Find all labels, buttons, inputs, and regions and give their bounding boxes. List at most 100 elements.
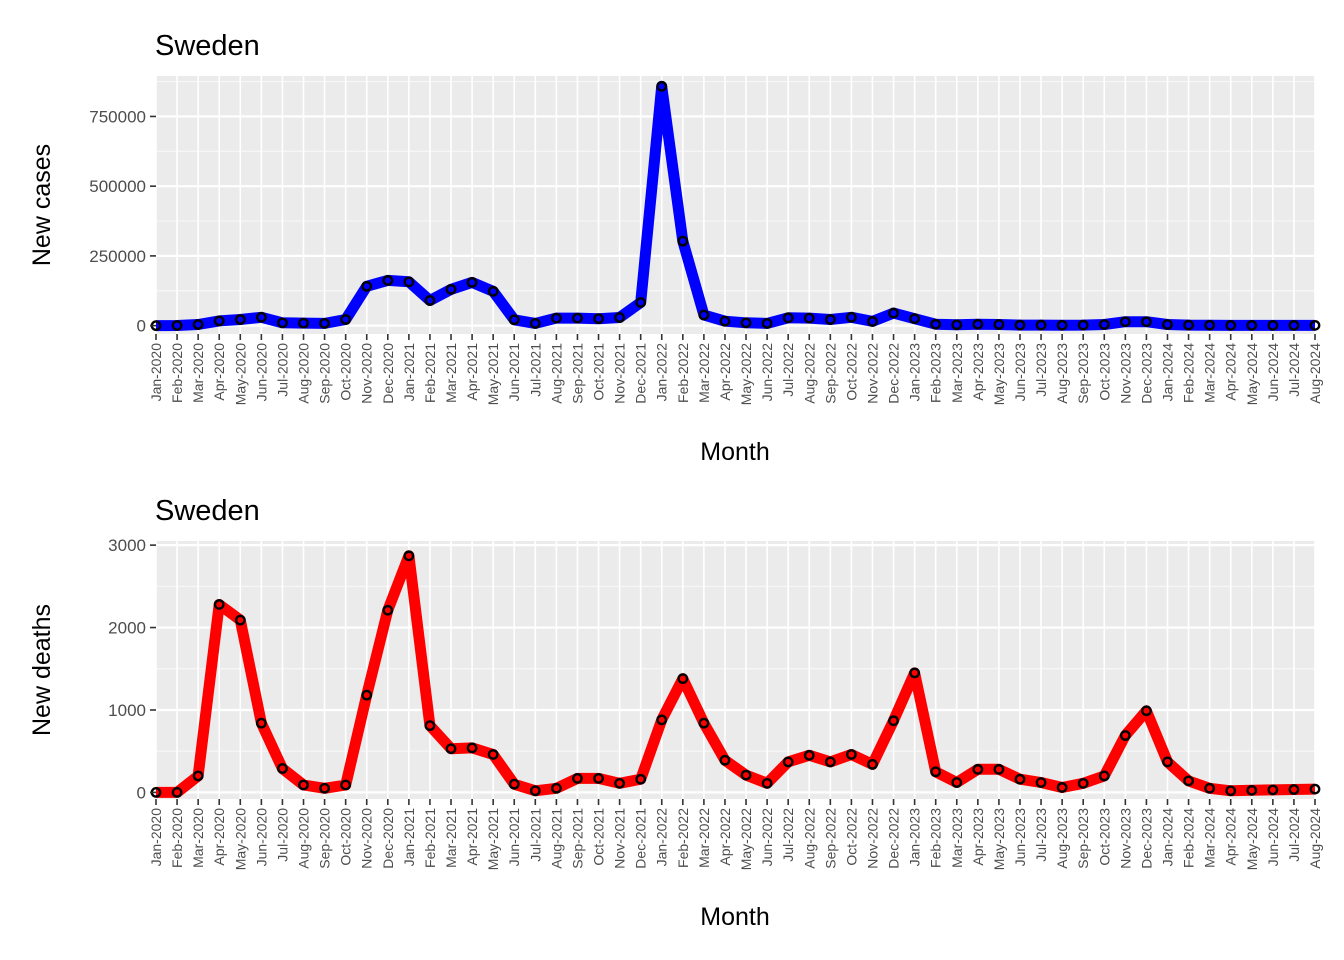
x-tick-label: Mar-2020	[190, 343, 206, 403]
data-point	[319, 782, 330, 794]
x-tick-label: Jan-2021	[401, 343, 417, 402]
x-tick-label: Mar-2022	[696, 343, 712, 403]
data-point	[213, 599, 225, 610]
x-tick-label: Jan-2023	[907, 808, 923, 867]
x-tick-label: Jun-2024	[1265, 343, 1281, 402]
data-point	[972, 763, 984, 775]
x-tick-label: Feb-2024	[1181, 808, 1197, 868]
x-tick-label: Oct-2020	[338, 808, 354, 866]
data-point	[1246, 319, 1258, 331]
x-tick-label: May-2022	[738, 343, 754, 405]
x-tick-label: Oct-2022	[843, 808, 859, 866]
data-point	[424, 720, 436, 732]
x-tick-label: Feb-2023	[928, 808, 944, 868]
data-point	[171, 320, 183, 331]
data-point	[1225, 785, 1237, 797]
data-point	[656, 714, 668, 726]
data-point	[277, 317, 288, 329]
x-tick-label: Aug-2022	[801, 343, 817, 404]
x-tick-label: Nov-2023	[1117, 808, 1133, 869]
x-tick-label: Oct-2022	[843, 343, 859, 401]
x-tick-label: Feb-2022	[675, 343, 691, 403]
series-new-deaths	[150, 550, 1321, 798]
data-point	[635, 773, 647, 785]
x-tick-label: Dec-2022	[886, 343, 902, 404]
x-tick-label: Sep-2021	[569, 808, 585, 869]
x-tick-label: Oct-2021	[591, 808, 607, 866]
data-point	[298, 779, 309, 791]
x-tick-label: Jan-2020	[148, 343, 164, 402]
x-tick-label: Apr-2022	[717, 808, 733, 866]
data-point	[1225, 319, 1237, 331]
data-point	[487, 749, 499, 760]
data-point	[972, 318, 984, 330]
data-point	[1119, 316, 1131, 328]
data-point	[824, 756, 836, 768]
x-tick-label: Jan-2024	[1159, 343, 1175, 402]
data-point	[1162, 756, 1173, 768]
x-tick-label: Nov-2022	[864, 808, 880, 869]
x-tick-label: May-2021	[485, 343, 501, 405]
x-tick-label: Apr-2024	[1223, 808, 1239, 866]
data-point	[1267, 784, 1279, 796]
x-tick-label: Mar-2024	[1202, 343, 1218, 403]
x-tick-label: Jul-2020	[274, 343, 290, 397]
x-tick-label: May-2020	[232, 808, 248, 870]
x-tick-label: Aug-2020	[296, 343, 312, 404]
x-tick-label: Mar-2022	[696, 808, 712, 868]
x-tick-label: Nov-2020	[359, 343, 375, 404]
plot-panel	[156, 541, 1315, 799]
data-point	[951, 319, 963, 331]
data-point	[340, 314, 352, 325]
x-tick-label: Aug-2021	[548, 808, 564, 869]
x-tick-label: Dec-2021	[633, 343, 649, 404]
y-tick-label: 3000	[108, 536, 146, 555]
data-point	[1098, 770, 1110, 782]
x-tick-label: Apr-2023	[970, 808, 986, 866]
x-tick-label: Dec-2022	[886, 808, 902, 869]
x-tick-label: Mar-2021	[443, 808, 459, 868]
x-tick-label: Sep-2020	[317, 808, 333, 869]
data-point	[382, 275, 394, 286]
data-point	[698, 717, 710, 729]
data-point	[192, 770, 204, 782]
chart-title: Sweden	[155, 30, 260, 62]
x-tick-label: May-2021	[485, 808, 501, 870]
x-tick-label: Jul-2024	[1286, 343, 1302, 397]
x-tick-label: Nov-2022	[864, 343, 880, 404]
x-tick-label: Dec-2020	[380, 343, 396, 404]
data-point	[1119, 730, 1131, 741]
data-point	[192, 319, 204, 330]
plot-panel	[156, 76, 1315, 334]
x-tick-label: Jun-2022	[759, 343, 775, 402]
data-point	[1035, 777, 1047, 788]
data-point	[508, 314, 520, 326]
data-point	[782, 312, 794, 324]
data-point	[846, 311, 857, 323]
x-tick-label: Jul-2022	[780, 808, 796, 862]
x-tick-label: Nov-2021	[612, 808, 628, 869]
x-tick-label: Oct-2020	[338, 343, 354, 401]
data-point	[1077, 319, 1089, 331]
x-axis: Jan-2020 Feb-2020 Mar-2020 Apr-2020 May-2020…	[148, 334, 1323, 405]
data-point	[593, 772, 604, 784]
new-deaths-chart: Sweden 0 1000 2000 3000 Jan-2020 Feb-2020 Mar…	[28, 495, 1323, 931]
x-tick-label: Sep-2021	[569, 343, 585, 404]
data-point	[740, 317, 752, 329]
x-tick-label: Jun-2022	[759, 808, 775, 867]
y-axis: 0 250000 500000 750000	[89, 107, 156, 336]
data-point	[677, 235, 689, 247]
data-point	[1014, 773, 1026, 785]
x-tick-label: Apr-2024	[1223, 343, 1239, 401]
x-tick-label: Feb-2021	[422, 343, 438, 403]
data-point	[1056, 782, 1068, 793]
x-tick-label: Feb-2020	[169, 343, 185, 403]
data-point	[930, 766, 942, 778]
data-point	[1056, 319, 1068, 331]
data-point	[1141, 316, 1152, 328]
data-point	[466, 276, 478, 288]
data-point	[529, 785, 541, 797]
x-tick-label: Jun-2024	[1265, 808, 1281, 867]
x-tick-label: May-2024	[1244, 343, 1260, 405]
data-point	[213, 315, 225, 327]
